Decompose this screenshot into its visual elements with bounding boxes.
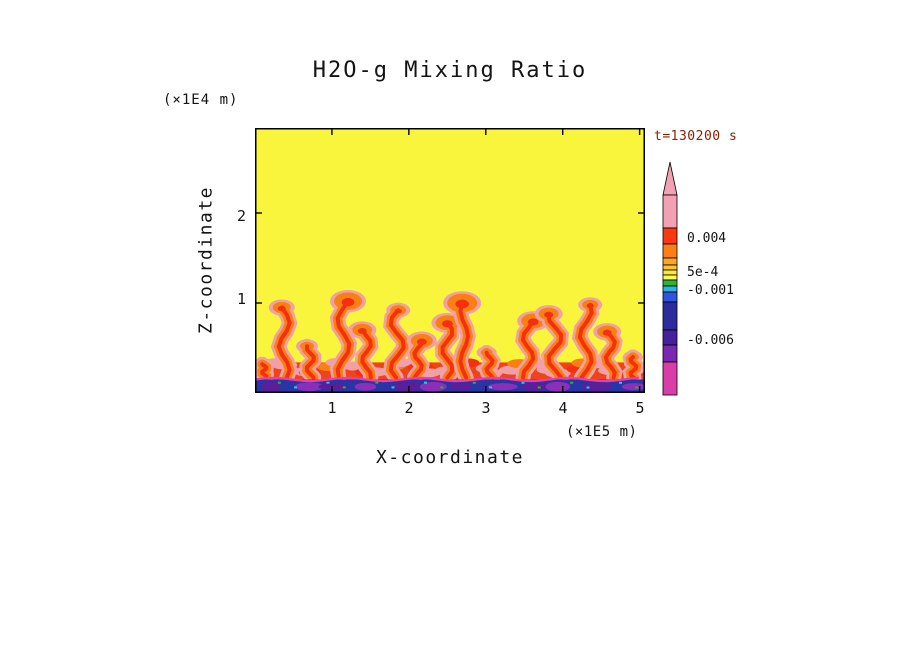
chart-title: H2O-g Mixing Ratio xyxy=(312,58,588,83)
time-annotation: t=130200 s xyxy=(654,129,738,144)
y-axis-units: (×1E4 m) xyxy=(163,92,239,108)
x-tick-label-3: 3 xyxy=(481,399,491,417)
colorbar-label-0: 0.004 xyxy=(687,231,727,246)
contour-plot-area xyxy=(255,128,645,393)
y-axis-label: Z-coordinate xyxy=(195,185,217,335)
x-tick-label-2: 2 xyxy=(404,399,414,417)
x-axis-units: (×1E5 m) xyxy=(566,424,638,440)
x-tick-label-4: 4 xyxy=(558,399,568,417)
y-tick-label-2: 2 xyxy=(236,207,246,225)
colorbar-label-1: 5e-4 xyxy=(687,265,719,280)
x-tick-label-5: 5 xyxy=(635,399,645,417)
colorbar-label-2: -0.001 xyxy=(687,283,734,298)
x-tick-label-1: 1 xyxy=(327,399,337,417)
colorbar xyxy=(662,161,678,396)
y-tick-label-1: 1 xyxy=(236,290,246,308)
colorbar-label-3: -0.006 xyxy=(687,333,734,348)
x-axis-label: X-coordinate xyxy=(375,447,525,468)
